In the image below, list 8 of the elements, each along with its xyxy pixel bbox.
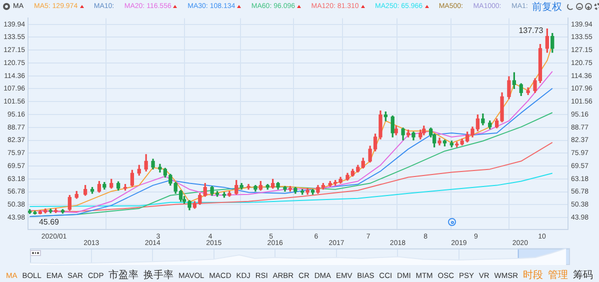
annotation: 137.73 bbox=[518, 26, 544, 36]
text: 前复权 bbox=[532, 0, 562, 14]
text: 时段 bbox=[522, 268, 543, 282]
text: 管理 bbox=[548, 269, 568, 282]
text: 筹码 bbox=[572, 269, 593, 282]
text: 换手率 bbox=[144, 268, 174, 282]
text: 市盈率 bbox=[108, 268, 139, 282]
annotation: 45.69 bbox=[38, 217, 60, 226]
